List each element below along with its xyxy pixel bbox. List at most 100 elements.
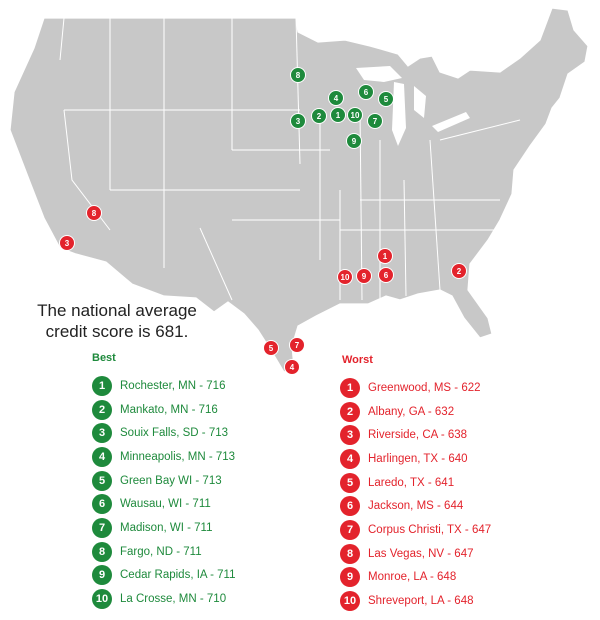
rank-badge: 9 [340,567,360,588]
best-list-item: 2 Mankato, MN - 716 [92,398,236,422]
best-marker: 2 [311,108,327,124]
state-border-line [439,119,521,141]
rank-badge: 4 [92,446,112,467]
state-border-line [403,179,407,297]
worst-marker-label: 3 [65,239,70,248]
worst-marker-circle [378,267,394,283]
worst-marker-circle [289,337,305,353]
rank-badge: 1 [92,375,112,396]
best-list-item: 7 Madison, WI - 711 [92,516,236,540]
best-marker-circle [346,133,362,149]
best-marker-circle [328,90,344,106]
lake-huron [414,86,426,118]
best-item-text: Mankato, MN - 716 [120,403,218,416]
worst-list-item: 6 Jackson, MS - 644 [340,494,491,518]
best-marker-circle [367,113,383,129]
best-marker: 4 [328,90,344,106]
worst-list-item: 2 Albany, GA - 632 [340,400,491,424]
headline-line-2: credit score is 681. [45,322,189,341]
best-marker-circle [378,91,394,107]
worst-marker-label: 7 [295,341,300,350]
worst-list-item: 4 Harlingen, TX - 640 [340,447,491,471]
rank-badge: 7 [340,519,360,540]
best-marker-label: 1 [336,111,341,120]
worst-markers: 1 2 3 4 5 6 7 8 9 10 [59,205,467,375]
state-border-line [429,139,441,291]
best-marker: 9 [346,133,362,149]
best-marker-circle [311,108,327,124]
best-marker-label: 8 [296,71,301,80]
best-item-text: Souix Falls, SD - 713 [120,427,229,440]
national-average-headline: The national average credit score is 681… [24,300,210,342]
worst-list-item: 1 Greenwood, MS - 622 [340,376,491,400]
worst-marker-circle [356,268,372,284]
best-list-item: 9 Cedar Rapids, IA - 711 [92,564,236,588]
best-marker-label: 5 [384,95,389,104]
rank-badge: 10 [92,589,112,610]
worst-item-text: Harlingen, TX - 640 [368,452,468,465]
best-list-item: 8 Fargo, ND - 711 [92,540,236,564]
worst-marker-label: 1 [383,252,388,261]
worst-list-title: Worst [342,354,373,366]
worst-marker: 9 [356,268,372,284]
us-map: 1 2 3 4 5 6 7 8 9 10 1 2 3 4 5 6 7 8 9 10 [9,7,589,375]
rank-badge: 2 [92,399,112,420]
rank-badge: 5 [92,470,112,491]
worst-item-text: Corpus Christi, TX - 647 [368,523,492,536]
rank-badge: 8 [340,543,360,564]
worst-list-item: 5 Laredo, TX - 641 [340,471,491,495]
best-item-text: La Crosse, MN - 710 [120,593,227,606]
worst-marker-circle [377,248,393,264]
rank-badge: 2 [340,401,360,422]
best-marker-label: 9 [352,137,357,146]
rank-badge: 3 [340,425,360,446]
worst-item-text: Las Vegas, NV - 647 [368,547,474,560]
worst-list-item: 3 Riverside, CA - 638 [340,423,491,447]
best-marker: 5 [378,91,394,107]
best-item-text: Wausau, WI - 711 [120,498,211,511]
worst-marker: 6 [378,267,394,283]
worst-item-text: Albany, GA - 632 [368,405,455,418]
best-item-text: Green Bay WI - 713 [120,474,222,487]
best-marker-label: 10 [351,111,360,120]
worst-list: 1 Greenwood, MS - 622 2 Albany, GA - 632 3… [340,376,491,613]
worst-list-item: 7 Corpus Christi, TX - 647 [340,518,491,542]
worst-list-item: 10 Shreveport, LA - 648 [340,589,491,613]
worst-marker: 3 [59,235,75,251]
worst-marker-label: 5 [269,344,274,353]
lake-michigan [392,82,406,146]
worst-marker-label: 9 [362,272,367,281]
worst-marker-circle [451,263,467,279]
worst-marker: 2 [451,263,467,279]
best-marker: 10 [347,107,363,123]
best-marker-circle [290,113,306,129]
best-marker: 3 [290,113,306,129]
rank-badge: 4 [340,448,360,469]
lake-superior [356,66,402,82]
worst-item-text: Monroe, LA - 648 [368,571,457,584]
rank-badge: 7 [92,517,112,538]
best-item-text: Fargo, ND - 711 [120,545,202,558]
worst-marker-circle [263,340,279,356]
worst-item-text: Greenwood, MS - 622 [368,381,481,394]
worst-marker-label: 2 [457,267,462,276]
rank-badge: 9 [92,565,112,586]
rank-badge: 3 [92,423,112,444]
rank-badge: 6 [92,494,112,515]
best-list-item: 4 Minneapolis, MN - 713 [92,445,236,469]
worst-marker-circle [337,269,353,285]
worst-marker-circle [59,235,75,251]
worst-marker-circle [86,205,102,221]
best-marker: 6 [358,84,374,100]
best-marker-circle [358,84,374,100]
rank-badge: 1 [340,377,360,398]
best-marker: 1 [330,107,346,123]
lake-erie [432,112,470,132]
state-border-line [59,17,65,61]
best-item-text: Madison, WI - 711 [120,521,213,534]
worst-item-text: Jackson, MS - 644 [368,500,464,513]
rank-badge: 10 [340,591,360,612]
best-marker-circle [347,107,363,123]
best-list-item: 3 Souix Falls, SD - 713 [92,421,236,445]
best-marker: 8 [290,67,306,83]
